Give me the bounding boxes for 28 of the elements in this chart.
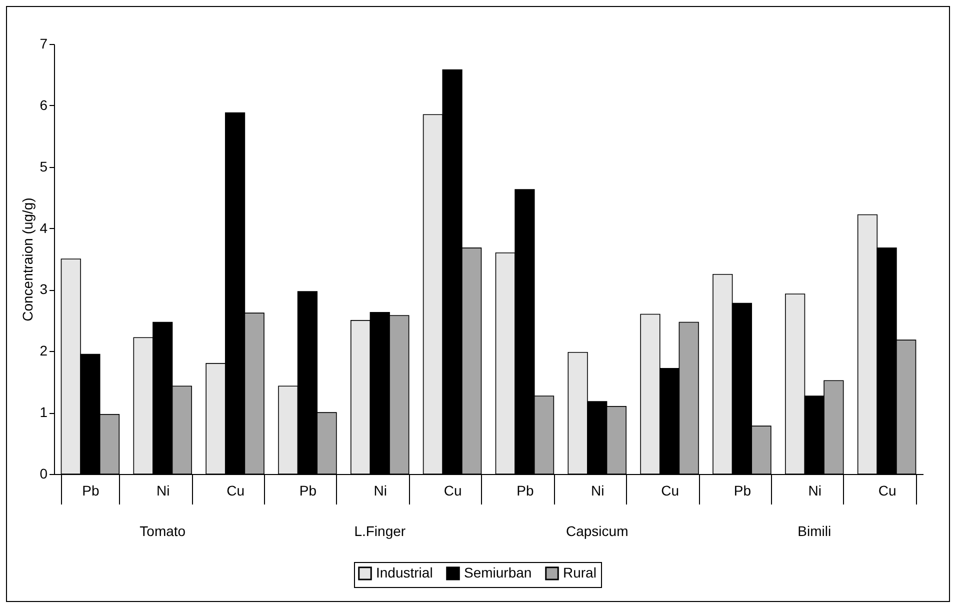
x-tick-label: Cu	[226, 482, 244, 498]
y-tick-label: 7	[40, 36, 48, 52]
x-tick-label: Cu	[444, 482, 462, 498]
y-axis-title: Concentraion (ug/g)	[20, 198, 36, 322]
x-tick-label: Pb	[82, 482, 100, 498]
text: L.Finger	[354, 523, 406, 539]
y-tick-label: 4	[40, 220, 48, 236]
x-tick-label: Pb	[516, 482, 534, 498]
y-tick-label: 3	[40, 281, 48, 298]
text: Capsicum	[566, 523, 628, 539]
x-tick-label: Pb	[299, 482, 317, 498]
x-tick-label: Cu	[661, 482, 679, 498]
x-tick-label: Pb	[734, 482, 752, 498]
x-tick-label: Ni	[808, 482, 822, 498]
x-tick-label: Ni	[156, 482, 170, 498]
legend-label: Industrial	[376, 564, 433, 580]
x-tick-label: Cu	[878, 482, 896, 498]
text: Tomato	[140, 523, 186, 539]
legend-label: Rural	[563, 564, 596, 580]
y-tick-label: 5	[40, 158, 48, 174]
x-tick-label: Ni	[374, 482, 387, 498]
y-tick-label: 0	[40, 466, 48, 482]
legend-label: Semiurban	[464, 564, 532, 580]
y-tick-label: 1	[40, 404, 48, 420]
x-tick-label: Ni	[591, 482, 604, 498]
y-tick-label: 2	[40, 342, 48, 359]
y-tick-label: 6	[40, 96, 48, 113]
text: Bimili	[798, 523, 832, 539]
